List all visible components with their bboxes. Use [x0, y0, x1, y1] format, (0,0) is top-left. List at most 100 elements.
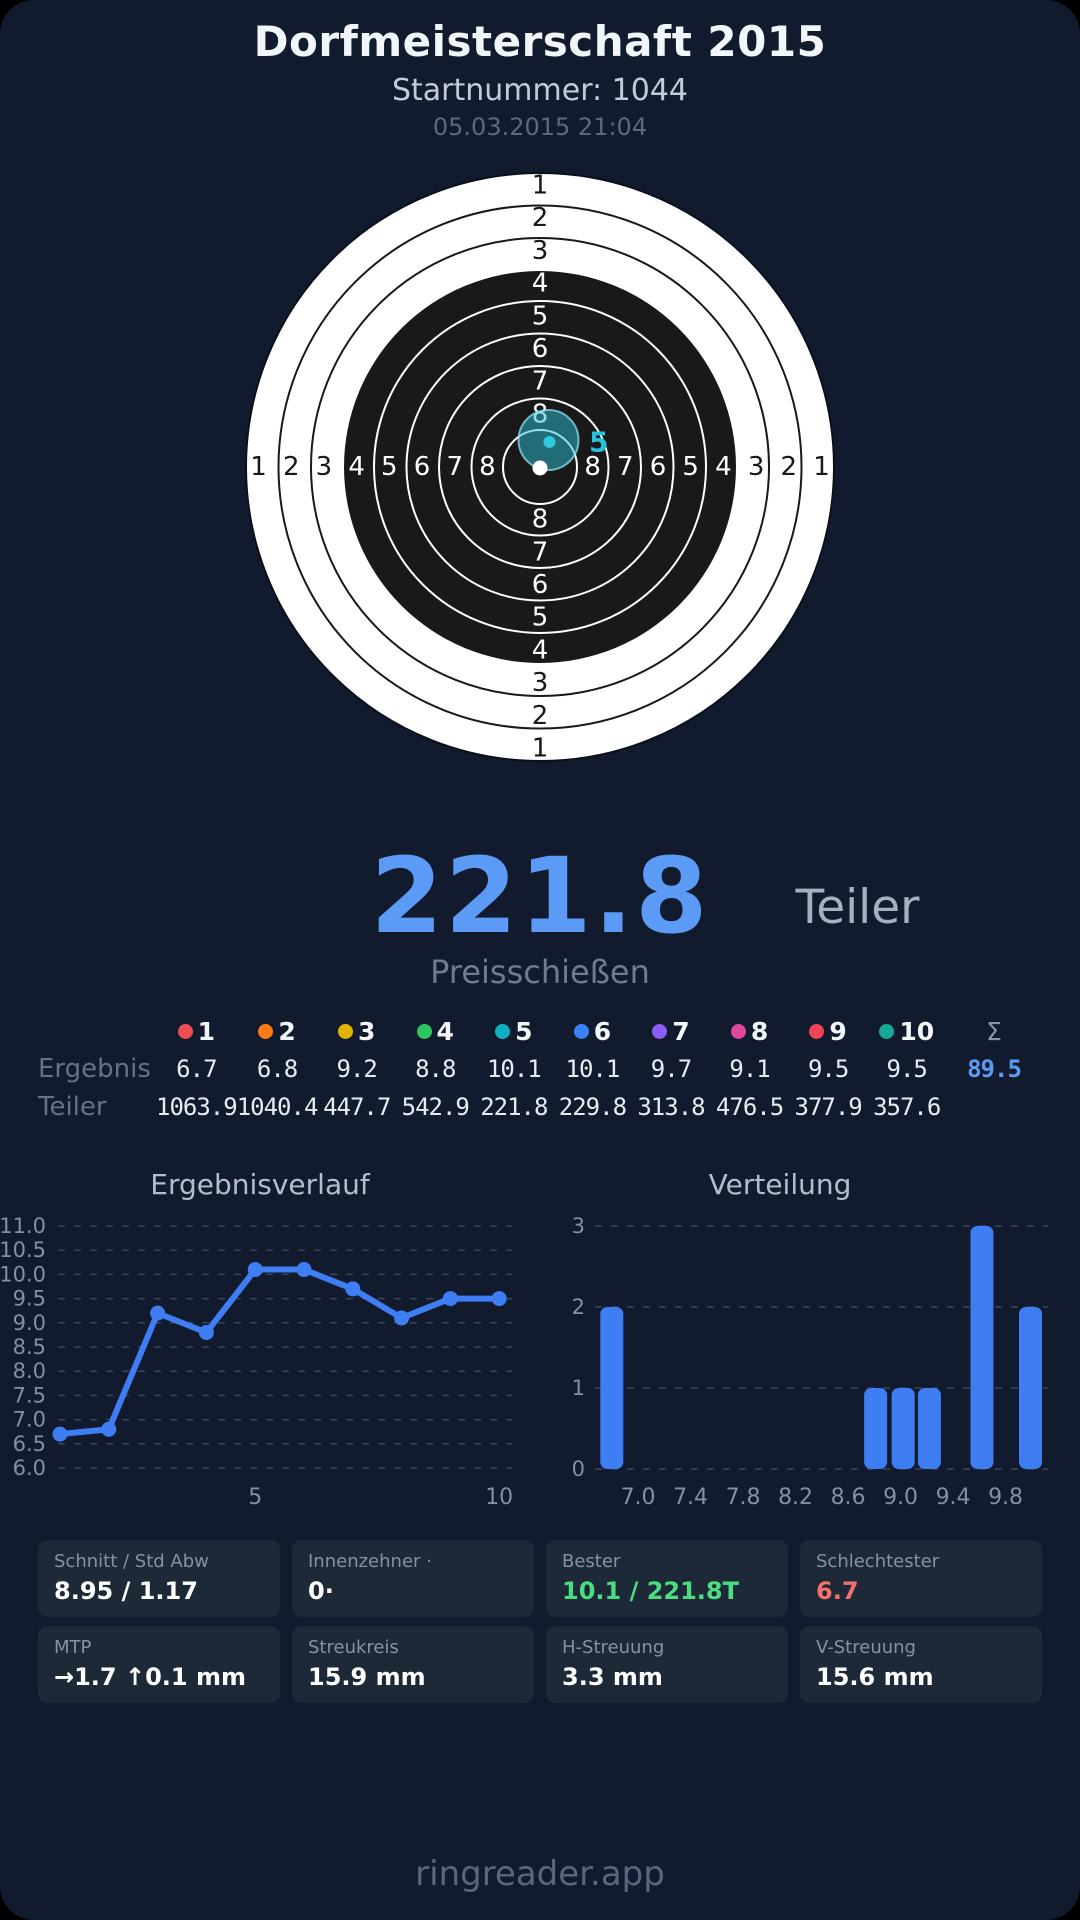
chart-title-verteilung: Verteilung	[708, 1167, 852, 1201]
svg-text:10: 10	[485, 1485, 513, 1510]
svg-text:2: 2	[283, 452, 300, 482]
ergebnis-sum-value: 89.5	[967, 1054, 1022, 1083]
row-label-ergebnis: Ergebnis	[38, 1053, 151, 1084]
stat-card-label: V-Streuung	[816, 1636, 916, 1658]
discipline-label: Preisschießen	[430, 952, 650, 991]
score-unit-label: Teiler	[795, 879, 920, 935]
stat-card-value: 0·	[308, 1576, 334, 1605]
stat-card-value: 15.9 mm	[308, 1662, 426, 1691]
svg-text:2: 2	[781, 452, 798, 482]
svg-text:6.0: 6.0	[13, 1456, 46, 1480]
score-section: 221.8 Teiler Preisschießen	[0, 844, 1080, 991]
teiler-value: 221.8	[480, 1092, 548, 1121]
shot-header-cell: 6	[553, 1017, 632, 1046]
svg-text:10.0: 10.0	[0, 1262, 46, 1286]
shot-header-cell: 8	[710, 1017, 789, 1046]
ergebnis-value: 9.2	[336, 1054, 378, 1083]
shot-header-cell: 3	[317, 1017, 396, 1046]
shot-color-dot	[495, 1023, 511, 1039]
teiler-value: 1040.4	[236, 1092, 319, 1121]
shot-table: 1 2 3 4 5 6 7 8 9 10 Σ Ergebnis 6.7 6.8 9.2 8.8 10.1 10.1…	[38, 1017, 1042, 1122]
ergebnis-value: 9.5	[807, 1054, 849, 1083]
ergebnis-value: 10.1	[565, 1054, 621, 1083]
svg-text:1: 1	[532, 734, 549, 764]
shot-number-label: 3	[357, 1016, 376, 1046]
ergebnis-value: 8.8	[415, 1054, 456, 1083]
shot-number-label: 7	[672, 1016, 690, 1046]
svg-text:7: 7	[532, 537, 549, 567]
svg-text:7: 7	[532, 367, 549, 397]
target-diagram: 111122223333444455556666777788885	[245, 171, 835, 764]
shot-color-dot	[879, 1023, 895, 1039]
stat-card-label: Innenzehner ·	[308, 1550, 432, 1572]
shot-number-label: 2	[278, 1016, 296, 1046]
svg-text:6: 6	[532, 570, 549, 600]
svg-text:5: 5	[248, 1485, 262, 1510]
ergebnis-value: 10.1	[486, 1054, 542, 1083]
stat-card-value: 10.1 / 221.8T	[562, 1576, 739, 1605]
ergebnis-value: 6.7	[176, 1054, 217, 1083]
svg-text:8: 8	[584, 452, 601, 482]
svg-text:3: 3	[572, 1214, 585, 1238]
svg-text:8: 8	[532, 505, 549, 535]
app-brand: ringreader.app	[415, 1854, 665, 1894]
stat-card: Bester 10.1 / 221.8T	[546, 1539, 788, 1617]
ergebnis-value: 6.8	[256, 1054, 298, 1083]
svg-text:6.5: 6.5	[13, 1432, 46, 1456]
svg-text:5: 5	[532, 301, 549, 331]
svg-text:8: 8	[479, 452, 496, 482]
svg-text:7.0: 7.0	[621, 1485, 656, 1510]
line-chart: 11.010.510.09.59.08.58.07.57.06.56.0 5 10	[0, 1214, 513, 1510]
svg-text:9.8: 9.8	[988, 1485, 1023, 1510]
svg-text:7: 7	[617, 452, 634, 482]
svg-text:7.4: 7.4	[673, 1485, 708, 1510]
teiler-value: 476.5	[715, 1092, 784, 1121]
shot-number-label: 5	[515, 1016, 533, 1046]
stat-card-label: Schnitt / Std Abw	[54, 1550, 209, 1572]
shot-header-cell: 2	[237, 1017, 318, 1046]
shot-number-label: 8	[750, 1016, 769, 1046]
shot-number-label: 9	[829, 1016, 847, 1046]
svg-text:6: 6	[532, 334, 549, 364]
shot-color-dot	[416, 1023, 432, 1039]
stat-card: Schlechtester 6.7	[800, 1539, 1042, 1617]
svg-text:2: 2	[532, 203, 549, 233]
teiler-value: 1063.9	[156, 1092, 238, 1121]
stat-card: Innenzehner · 0·	[292, 1539, 534, 1617]
charts-row: Ergebnisverlauf 11.0 10.5 10.0 9.5 9.0 8.5 8.0…	[0, 1168, 1080, 1518]
teiler-value: 377.9	[794, 1092, 863, 1121]
svg-text:8.5: 8.5	[13, 1335, 46, 1359]
score-value: 221.8	[370, 835, 710, 958]
shot-header-cell: 5	[475, 1017, 554, 1046]
svg-text:9.0: 9.0	[13, 1311, 46, 1335]
stat-card-label: MTP	[54, 1636, 92, 1658]
svg-text:8.2: 8.2	[778, 1485, 813, 1510]
teiler-value: 357.6	[873, 1092, 941, 1121]
session-datetime: 05.03.2015 21:04	[432, 113, 648, 142]
svg-text:11.0: 11.0	[0, 1214, 46, 1238]
stat-card-value: 8.95 / 1.17	[54, 1576, 198, 1605]
shot-header-cell: 4	[396, 1017, 475, 1046]
row-label-teiler: Teiler	[38, 1091, 107, 1122]
shot-header-cell: 9	[789, 1017, 868, 1046]
chart-verteilung: Verteilung 3 2 1 0 7.0 7.4 7.8 8.2 8.6 9.0 9.4 9.8	[520, 1167, 1048, 1518]
shot-color-dot	[652, 1023, 668, 1039]
teiler-value: 447.7	[323, 1092, 391, 1121]
svg-text:4: 4	[532, 635, 549, 665]
svg-text:3: 3	[316, 452, 333, 482]
svg-text:1: 1	[532, 171, 549, 201]
sum-symbol: Σ	[986, 1016, 1002, 1046]
svg-text:0: 0	[572, 1457, 585, 1481]
shot-color-dot	[730, 1023, 746, 1039]
stat-card: MTP →1.7 ↑0.1 mm	[38, 1625, 280, 1703]
header: Dorfmeisterschaft 2015 Startnummer: 1044…	[0, 14, 1080, 141]
shot-color-dot	[258, 1023, 274, 1039]
teiler-value: 542.9	[401, 1092, 470, 1121]
chart-title-ergebnisverlauf: Ergebnisverlauf	[150, 1167, 370, 1201]
shot-number-label: 1	[197, 1016, 216, 1046]
svg-text:5: 5	[381, 452, 398, 482]
stat-card-value: 3.3 mm	[562, 1662, 663, 1691]
stat-card: Schnitt / Std Abw 8.95 / 1.17	[38, 1539, 280, 1617]
svg-text:4: 4	[715, 452, 732, 482]
